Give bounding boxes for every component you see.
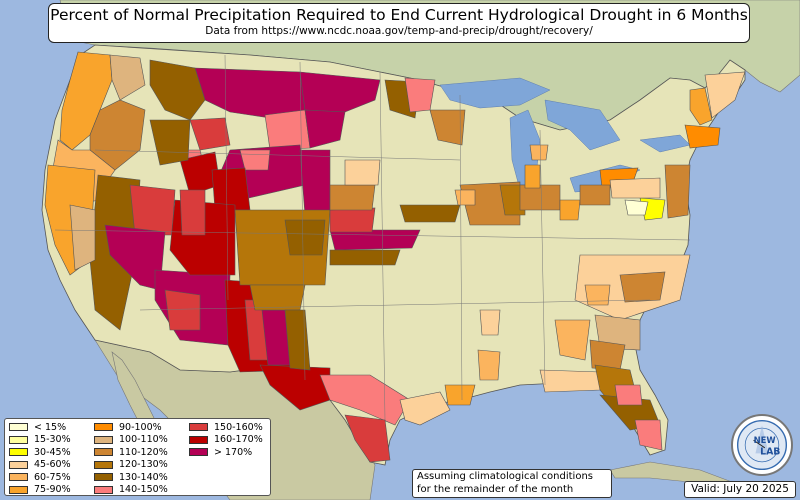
legend-label: 75-90% <box>34 484 71 496</box>
legend-item: > 170% <box>189 446 274 459</box>
legend-label: 130-140% <box>119 471 168 483</box>
legend-label: 60-75% <box>34 471 71 483</box>
legend-swatch <box>9 423 28 432</box>
legend-item: 15-30% <box>9 434 94 447</box>
legend-swatch <box>189 448 208 457</box>
legend-swatch <box>9 448 28 457</box>
legend-swatch <box>189 435 208 444</box>
legend-label: 30-45% <box>34 446 71 458</box>
legend-item: 100-110% <box>94 434 189 447</box>
note-line-1: Assuming climatological conditions <box>417 471 593 482</box>
legend-label: 15-30% <box>34 434 71 446</box>
legend-label: 160-170% <box>214 434 263 446</box>
legend-label: 140-150% <box>119 484 168 496</box>
legend: < 15% 15-30% 30-45% 45-60% 60-75% 75-90% 90-10… <box>4 418 271 496</box>
legend-swatch <box>189 423 208 432</box>
logo-text-top: NEW <box>754 435 777 445</box>
legend-swatch <box>9 460 28 469</box>
legend-item: 45-60% <box>9 459 94 472</box>
legend-item: 75-90% <box>9 484 94 497</box>
newlab-logo: NEW LAB <box>731 414 793 476</box>
legend-label: 90-100% <box>119 421 162 433</box>
legend-swatch <box>94 485 113 494</box>
legend-label: < 15% <box>34 421 67 433</box>
legend-label: 110-120% <box>119 446 168 458</box>
legend-item: 130-140% <box>94 471 189 484</box>
legend-item: 110-120% <box>94 446 189 459</box>
legend-label: 120-130% <box>119 459 168 471</box>
map-title: Percent of Normal Precipitation Required… <box>50 6 748 24</box>
legend-item: 30-45% <box>9 446 94 459</box>
legend-label: 100-110% <box>119 434 168 446</box>
legend-swatch <box>94 423 113 432</box>
note-line-2: for the remainder of the month <box>417 483 574 495</box>
legend-item: < 15% <box>9 421 94 434</box>
map-subtitle: Data from https://www.ncdc.noaa.gov/temp… <box>205 25 593 37</box>
legend-label: 45-60% <box>34 459 71 471</box>
title-box: Percent of Normal Precipitation Required… <box>48 3 750 43</box>
legend-label: > 170% <box>214 446 253 458</box>
legend-swatch <box>9 485 28 494</box>
state-borders <box>54 54 691 421</box>
legend-item: 60-75% <box>9 471 94 484</box>
legend-swatch <box>94 435 113 444</box>
legend-swatch <box>9 473 28 482</box>
legend-swatch <box>94 473 113 482</box>
drought-regions <box>44 51 746 463</box>
legend-item: 150-160% <box>189 421 274 434</box>
logo-text-bottom: LAB <box>760 446 780 457</box>
legend-swatch <box>94 448 113 457</box>
legend-item: 90-100% <box>94 421 189 434</box>
legend-swatch <box>9 435 28 444</box>
assumption-note: Assuming climatological conditions for t… <box>412 469 612 498</box>
legend-item: 160-170% <box>189 434 274 447</box>
valid-date: Valid: July 20 2025 <box>684 481 796 498</box>
legend-label: 150-160% <box>214 421 263 433</box>
legend-item: 120-130% <box>94 459 189 472</box>
legend-item: 140-150% <box>94 484 189 497</box>
legend-swatch <box>94 460 113 469</box>
